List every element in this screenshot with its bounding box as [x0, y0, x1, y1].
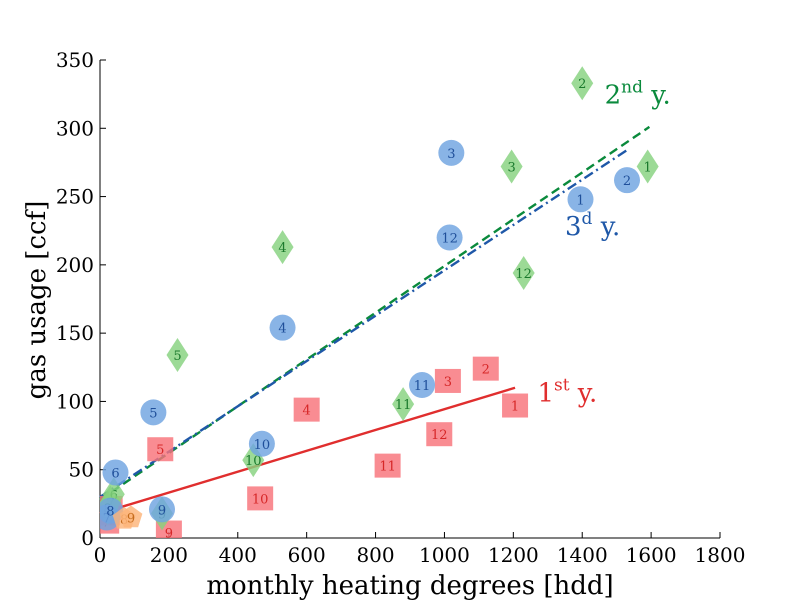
point-label: 5	[173, 349, 181, 364]
marker-series-3-pt-12	[436, 224, 463, 251]
marker-series-2-pt-3	[500, 149, 523, 184]
y-tick-label: 100	[56, 389, 94, 413]
marker-series-3-pt-11	[409, 372, 436, 399]
x-tick-label: 600	[288, 543, 326, 567]
point-label: 3	[444, 375, 452, 390]
point-label: 1	[576, 193, 584, 208]
x-tick-label: 1600	[626, 543, 677, 567]
marker-series-3-pt-3	[438, 139, 465, 166]
point-label: 3	[447, 147, 455, 162]
y-tick-label: 200	[56, 253, 94, 277]
y-tick-label: 50	[69, 458, 94, 482]
point-label: 3	[507, 161, 515, 176]
marker-series-1-pt-3	[434, 368, 461, 393]
x-tick-label: 1000	[419, 543, 470, 567]
x-tick-label: 200	[150, 543, 188, 567]
fit-lines	[99, 125, 651, 515]
fit-annotation-3: 3d y.	[565, 209, 620, 242]
x-tick-label: 0	[94, 543, 107, 567]
marker-series-2-pt-12	[512, 256, 535, 291]
fit-annotation-1: 1st y.	[537, 375, 597, 408]
y-tick-label: 350	[56, 48, 94, 72]
point-label: 11	[379, 460, 396, 475]
marker-series-2-pt-2	[571, 66, 594, 101]
marker-series-3-pt-2	[614, 167, 640, 194]
point-label: 10	[252, 492, 269, 507]
point-label: 4	[278, 241, 286, 256]
point-label: 4	[278, 322, 286, 337]
point-label: 5	[149, 406, 157, 421]
y-axis-label: gas usage [ccf]	[22, 201, 52, 400]
point-label: 1	[511, 400, 519, 415]
x-tick-label: 1400	[557, 543, 608, 567]
marker-series-2-pt-1	[636, 149, 659, 184]
marker-series-3-pt-10	[248, 430, 275, 457]
axes: 0 200 400 600 800 1000 1200 1400 1600 18000501001…	[56, 48, 746, 567]
marker-series-4-pt-9	[119, 505, 143, 528]
point-label: 6	[111, 466, 119, 481]
point-label: 2	[623, 174, 631, 189]
y-tick-label: 250	[56, 185, 94, 209]
marker-series-2-pt-5	[166, 337, 189, 372]
marker-series-1-pt-5	[147, 437, 174, 462]
fit-line-series-3	[99, 149, 628, 499]
x-tick-label: 1800	[695, 543, 746, 567]
y-tick-label: 150	[56, 321, 94, 345]
point-label: 9	[158, 503, 166, 518]
marker-series-1-pt-4	[293, 397, 320, 422]
marker-series-3-pt-5	[140, 399, 167, 426]
point-label: 12	[515, 267, 532, 282]
point-label: 10	[254, 438, 271, 453]
fit-line-series-2	[99, 125, 651, 501]
x-tick-label: 800	[356, 543, 394, 567]
marker-series-1-pt-2	[472, 356, 499, 381]
point-label: 11	[395, 398, 412, 413]
marker-series-1-pt-11	[374, 453, 401, 478]
fit-annotation-2: 2nd y.	[605, 78, 671, 111]
point-label: 12	[441, 232, 458, 247]
point-label: 4	[303, 404, 311, 419]
x-tick-label: 1200	[488, 543, 539, 567]
y-tick-label: 300	[56, 116, 94, 140]
point-label: 9	[165, 527, 173, 542]
point-label: 2	[482, 363, 490, 378]
x-axis-label: monthly heating degrees [hdd]	[206, 571, 613, 600]
marker-series-3-pt-9	[149, 496, 175, 523]
marker-series-3-pt-6	[102, 459, 129, 486]
marker-series-1-pt-12	[426, 422, 453, 447]
marker-series-3-pt-4	[269, 314, 296, 341]
point-label: 8	[106, 505, 114, 520]
fit-annotations: 1st y. 2nd y. 3d y.	[537, 78, 670, 409]
point-label: 5	[156, 443, 164, 458]
marker-series-1-pt-10	[247, 486, 274, 511]
point-label: 9	[127, 512, 135, 527]
point-label: 2	[578, 77, 586, 92]
y-tick-label: 0	[81, 526, 94, 550]
point-label: 10	[245, 454, 262, 469]
point-label: 11	[414, 379, 431, 394]
point-label: 12	[431, 428, 448, 443]
point-label: 1	[644, 161, 652, 176]
fit-line-series-1	[99, 386, 516, 515]
data-points: 1234567891011121234567891011121234567891…	[100, 66, 659, 542]
marker-series-2-pt-11	[392, 387, 415, 422]
marker-series-3-pt-1	[567, 186, 594, 213]
marker-series-1-pt-1	[502, 393, 529, 418]
marker-series-2-pt-4	[271, 230, 294, 265]
x-tick-label: 400	[219, 543, 257, 567]
